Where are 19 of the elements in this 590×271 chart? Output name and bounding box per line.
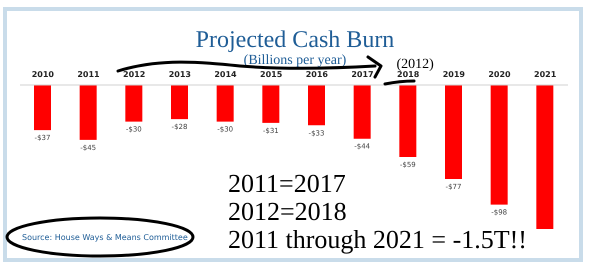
x-tick-label: 2017 xyxy=(351,70,374,79)
annotation: 2012=2018 xyxy=(228,197,347,226)
x-tick-label: 2019 xyxy=(442,70,466,79)
x-tick-label: 2012 xyxy=(123,70,146,79)
x-tick-label: 2018 xyxy=(397,70,420,79)
source-note: Source: House Ways & Means Committee xyxy=(22,233,188,242)
annotation: 2011=2017 xyxy=(228,169,346,198)
text: (2012) xyxy=(396,57,434,72)
x-tick-label: 2014 xyxy=(214,70,238,79)
chart-title: Projected Cash Burn xyxy=(196,27,394,53)
x-tick-label: 2020 xyxy=(488,70,512,79)
chart-subtitle: (Billions per year) xyxy=(244,53,347,68)
annotation: 2011 through 2021 = -1.5T!! xyxy=(228,225,527,254)
x-tick-label: 2011 xyxy=(77,70,100,79)
x-tick-label: 2010 xyxy=(32,70,54,79)
x-tick-label: 2015 xyxy=(260,70,283,79)
x-tick-label: 2013 xyxy=(168,70,191,79)
x-tick-label: 2016 xyxy=(306,70,328,79)
x-tick-label: 2021 xyxy=(534,70,557,79)
